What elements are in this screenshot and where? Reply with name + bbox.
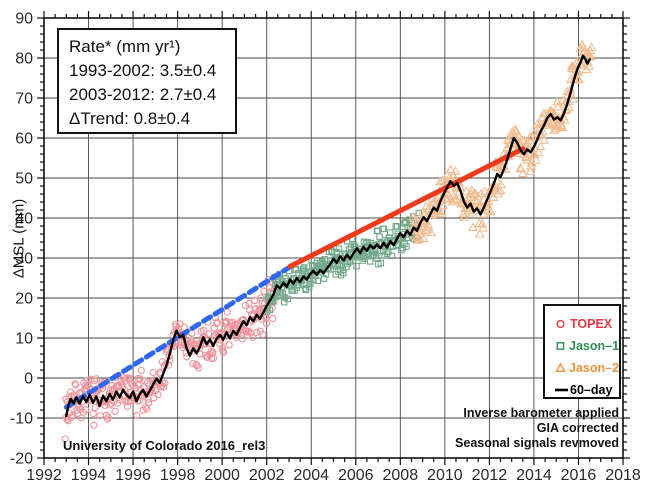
svg-text:10: 10	[15, 331, 33, 348]
svg-text:2006: 2006	[338, 467, 374, 484]
plot-frame-and-ticks	[37, 11, 630, 465]
rate-2003-2012: 2003-2012: 2.7±0.4	[69, 85, 217, 104]
svg-text:40: 40	[15, 211, 33, 228]
svg-text:2014: 2014	[516, 467, 552, 484]
x-tick-labels: 1992 1994 1996 1998 2000 2002 2004 2006 2008 2010…	[26, 467, 641, 484]
note-seasonal: Seasonal signals revmoved	[455, 436, 619, 450]
y-tick-labels: -20 -10 0 10 20 30 40 50 60 70 80 90	[10, 11, 33, 468]
svg-text:2018: 2018	[605, 467, 641, 484]
sixty-day-line	[65, 54, 591, 418]
svg-text:2004: 2004	[293, 467, 329, 484]
jason1-points	[263, 209, 423, 315]
source-credit: University of Colorado 2016_rel3	[63, 438, 266, 453]
svg-text:20: 20	[15, 291, 33, 308]
svg-text:1998: 1998	[160, 467, 196, 484]
svg-text:30: 30	[15, 251, 33, 268]
legend-item-60day: 60–day	[555, 379, 619, 401]
legend-label-topex: TOPEX	[570, 317, 613, 331]
note-gia: GIA corrected	[536, 421, 619, 435]
legend-item-jason2: Jason–2	[555, 357, 619, 379]
svg-text:1992: 1992	[26, 467, 62, 484]
svg-text:-10: -10	[10, 411, 33, 428]
triangle-marker-icon	[555, 362, 569, 374]
rate-box: Rate* (mm yr¹) 1993-2002: 3.5±0.4 2003-2…	[57, 28, 237, 134]
svg-text:2010: 2010	[427, 467, 463, 484]
legend-label-jason1: Jason–1	[569, 339, 620, 353]
legend-box: TOPEX Jason–1 Jason–2 60–day	[543, 304, 621, 399]
rate-box-title: Rate* (mm yr¹)	[69, 37, 181, 56]
note-inverse-barometer: Inverse barometer applied	[463, 406, 619, 420]
svg-text:0: 0	[24, 371, 33, 388]
legend-item-jason1: Jason–1	[555, 335, 619, 357]
trend-2003-2012	[287, 146, 526, 269]
svg-text:-20: -20	[10, 451, 33, 468]
grid-lines	[44, 18, 623, 458]
line-marker-icon	[555, 384, 570, 396]
circle-marker-icon	[555, 318, 570, 330]
svg-text:90: 90	[15, 11, 33, 28]
y-axis-title: ΔMSL (mm)	[10, 198, 28, 279]
legend-item-topex: TOPEX	[555, 313, 619, 335]
svg-text:2012: 2012	[472, 467, 508, 484]
processing-notes: Inverse barometer applied GIA corrected …	[455, 406, 619, 451]
legend-label-jason2: Jason–2	[569, 361, 620, 375]
jason2-points	[407, 39, 597, 244]
svg-text:1994: 1994	[71, 467, 107, 484]
svg-text:2002: 2002	[249, 467, 285, 484]
svg-text:50: 50	[15, 171, 33, 188]
svg-text:70: 70	[15, 91, 33, 108]
square-marker-icon	[555, 340, 569, 352]
legend-label-60day: 60–day	[570, 383, 613, 397]
svg-text:2016: 2016	[561, 467, 597, 484]
rate-delta-trend: ΔTrend: 0.8±0.4	[69, 109, 191, 128]
svg-text:2000: 2000	[204, 467, 240, 484]
svg-text:80: 80	[15, 51, 33, 68]
topex-points	[61, 276, 281, 443]
svg-text:60: 60	[15, 131, 33, 148]
trend-1993-2002	[63, 265, 292, 410]
svg-text:2008: 2008	[383, 467, 419, 484]
rate-1993-2002: 1993-2002: 3.5±0.4	[69, 61, 217, 80]
svg-text:1996: 1996	[115, 467, 151, 484]
